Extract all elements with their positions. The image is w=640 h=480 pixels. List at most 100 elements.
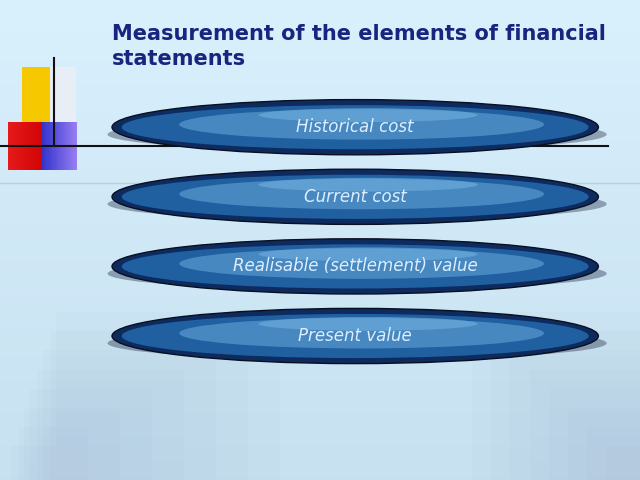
Bar — [49, 122, 50, 170]
Bar — [46, 122, 47, 170]
Ellipse shape — [112, 169, 598, 225]
Bar — [0, 172, 640, 176]
Bar — [0, 144, 640, 148]
Bar — [0, 468, 640, 472]
Bar — [33, 122, 34, 170]
Bar — [0, 340, 640, 344]
Bar — [0, 248, 640, 252]
Bar — [0, 304, 640, 308]
Bar — [0, 260, 640, 264]
Ellipse shape — [108, 257, 607, 290]
Bar — [0, 356, 640, 360]
Bar — [0, 76, 640, 80]
Bar — [0, 472, 640, 476]
Bar — [52, 122, 53, 170]
Bar — [0, 72, 640, 76]
Bar — [0, 276, 640, 280]
Bar — [44, 122, 45, 170]
Bar — [64, 122, 65, 170]
Bar — [0, 28, 640, 32]
Bar — [0, 32, 640, 36]
Bar — [0, 440, 640, 444]
Bar — [0, 436, 640, 440]
Bar — [0, 164, 640, 168]
Bar — [0, 308, 640, 312]
Bar — [0, 336, 640, 340]
Ellipse shape — [122, 175, 589, 219]
Bar — [530, 370, 640, 480]
Bar — [0, 316, 640, 320]
Bar — [0, 460, 640, 464]
Bar — [50, 331, 248, 480]
Bar — [0, 464, 640, 468]
Bar — [0, 224, 640, 228]
Bar — [24, 408, 120, 480]
Bar — [0, 60, 640, 64]
Bar — [0, 408, 640, 412]
Bar — [48, 122, 49, 170]
Bar — [0, 412, 640, 416]
Bar — [28, 122, 30, 170]
Bar — [0, 116, 640, 120]
Bar — [0, 168, 640, 172]
Bar — [0, 392, 640, 396]
Bar — [16, 122, 17, 170]
Ellipse shape — [108, 118, 607, 151]
Bar — [0, 376, 640, 380]
Bar — [42, 122, 43, 170]
Bar — [0, 284, 640, 288]
Ellipse shape — [259, 108, 477, 122]
Bar — [27, 122, 28, 170]
Bar — [0, 84, 640, 88]
Bar — [31, 122, 33, 170]
Bar — [0, 216, 640, 220]
Bar — [0, 456, 640, 460]
Bar — [0, 20, 640, 24]
Bar — [0, 404, 640, 408]
Bar — [0, 4, 640, 8]
Bar — [36, 122, 38, 170]
Bar — [61, 122, 63, 170]
Bar — [0, 292, 640, 296]
Bar — [47, 122, 49, 170]
Bar — [0, 44, 640, 48]
Ellipse shape — [122, 105, 589, 149]
Bar — [0, 112, 640, 116]
Bar — [76, 122, 77, 170]
Bar — [43, 122, 44, 170]
Bar — [0, 432, 640, 436]
Bar — [8, 122, 9, 170]
Bar — [0, 256, 640, 260]
Bar — [30, 389, 152, 480]
Bar — [0, 204, 640, 208]
Bar — [22, 122, 23, 170]
Bar — [0, 68, 640, 72]
Bar — [58, 122, 60, 170]
Bar — [43, 350, 216, 480]
Bar — [607, 446, 640, 480]
Bar — [0, 160, 640, 164]
Bar — [22, 67, 58, 130]
Bar — [56, 312, 280, 480]
Bar — [0, 80, 640, 84]
Bar — [0, 104, 640, 108]
Bar — [568, 408, 640, 480]
Bar — [472, 312, 640, 480]
Bar — [50, 122, 51, 170]
Bar — [34, 122, 35, 170]
Bar — [0, 176, 640, 180]
Bar — [71, 122, 72, 170]
Bar — [0, 368, 640, 372]
Bar — [0, 12, 640, 16]
Ellipse shape — [259, 178, 477, 192]
Bar — [12, 122, 13, 170]
Bar — [0, 236, 640, 240]
Bar — [26, 122, 27, 170]
Bar — [0, 92, 640, 96]
Bar — [67, 122, 68, 170]
Bar — [42, 122, 44, 170]
Bar — [54, 122, 56, 170]
Bar — [40, 122, 41, 170]
Bar — [0, 36, 640, 40]
Bar — [0, 108, 640, 112]
